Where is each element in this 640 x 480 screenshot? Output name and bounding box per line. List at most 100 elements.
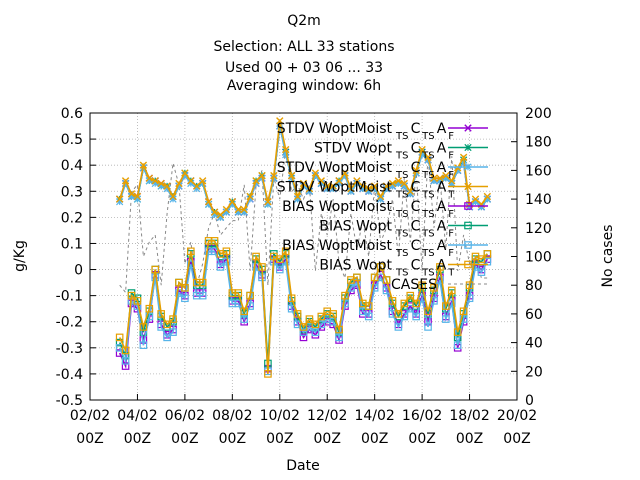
x-tick-label: 00Z bbox=[314, 431, 341, 447]
legend-label-subscript: TS bbox=[421, 268, 434, 279]
x-tick-label: 00Z bbox=[124, 431, 151, 447]
y2-axis-label: No cases bbox=[600, 225, 616, 288]
chart-titles: Q2m Selection: ALL 33 stations Used 00 + 0… bbox=[12, 13, 616, 474]
series-point bbox=[175, 182, 183, 190]
series-point bbox=[341, 299, 349, 308]
x-tick-label: 06/02 bbox=[165, 408, 205, 424]
series-point bbox=[175, 278, 183, 287]
series-point bbox=[424, 307, 432, 316]
series-point bbox=[228, 198, 237, 206]
y-axis-label: g/Kg bbox=[12, 240, 28, 272]
series-point bbox=[442, 315, 450, 323]
series-point bbox=[483, 195, 491, 203]
series-point bbox=[133, 297, 142, 305]
series-4 bbox=[115, 244, 492, 373]
series-point bbox=[210, 211, 219, 219]
chart-title-line: Averaging window: 6h bbox=[227, 78, 381, 94]
series-point bbox=[388, 297, 397, 305]
series-point bbox=[376, 263, 385, 271]
series-point bbox=[376, 192, 385, 201]
x-tick-label: 00Z bbox=[76, 431, 103, 447]
series-point bbox=[311, 169, 320, 177]
series-point bbox=[216, 213, 225, 221]
legend-label-subscript: TS bbox=[421, 229, 434, 240]
series-point bbox=[370, 182, 379, 190]
x-tick-label: 02/02 bbox=[70, 408, 110, 424]
legend-entry: BIAS Wopt TS C TS A T bbox=[319, 258, 488, 279]
series-point bbox=[121, 362, 130, 370]
series-point bbox=[464, 202, 472, 210]
x-tick-label: 00Z bbox=[219, 431, 246, 447]
series-point bbox=[471, 198, 480, 206]
y-tick-label: 0.6 bbox=[61, 106, 83, 122]
series-point bbox=[299, 328, 308, 336]
legend-label-subscript: TS bbox=[395, 268, 408, 279]
series-point bbox=[329, 185, 337, 193]
series-point bbox=[442, 174, 450, 182]
series-point bbox=[175, 289, 183, 297]
legend-entry: BIAS WoptMoist TS C TS A F bbox=[282, 238, 488, 259]
legend-entry: STDV WoptMoist TS C TS A F bbox=[277, 160, 488, 181]
series-point bbox=[287, 171, 296, 180]
series-point bbox=[139, 341, 148, 350]
series-point bbox=[418, 151, 426, 159]
series-point bbox=[293, 310, 302, 318]
series-point bbox=[246, 291, 254, 300]
series-line bbox=[119, 148, 488, 294]
series-point bbox=[175, 179, 183, 188]
x-tick-label: 08/02 bbox=[212, 408, 252, 424]
series-point bbox=[275, 255, 284, 263]
series-point bbox=[157, 179, 165, 188]
series-point bbox=[181, 294, 189, 303]
legend-label-subscript: F bbox=[448, 229, 454, 240]
series-point bbox=[442, 302, 450, 310]
series-point bbox=[400, 182, 408, 190]
series-point bbox=[477, 268, 486, 276]
legend-label-subscript: TS bbox=[395, 151, 408, 162]
legend-label-subscript: A bbox=[437, 141, 447, 157]
x-tick-label: 10/02 bbox=[260, 408, 300, 424]
series-point bbox=[394, 177, 403, 185]
series-point bbox=[281, 247, 290, 256]
series-point bbox=[293, 192, 302, 201]
series-point bbox=[335, 179, 343, 188]
series-point bbox=[459, 315, 468, 323]
series-point bbox=[406, 291, 415, 300]
series-point bbox=[394, 179, 403, 188]
series-point bbox=[204, 198, 213, 206]
series-point bbox=[282, 145, 290, 154]
series-point bbox=[464, 163, 472, 171]
series-point bbox=[157, 182, 165, 190]
series-point bbox=[347, 187, 355, 195]
series-point bbox=[464, 143, 472, 152]
series-point bbox=[370, 284, 379, 292]
y-tick-label: 0.2 bbox=[61, 210, 83, 226]
series-point bbox=[400, 299, 409, 308]
series-point bbox=[406, 190, 414, 198]
series-point bbox=[287, 294, 296, 303]
series-point bbox=[335, 177, 343, 185]
series-point bbox=[371, 185, 379, 193]
y2-tick-label: 0 bbox=[525, 393, 534, 409]
x-tick-label: 20/02 bbox=[497, 408, 537, 424]
series-layer bbox=[115, 117, 492, 378]
y2-tick-label: 160 bbox=[525, 163, 552, 179]
x-tick-label: 00Z bbox=[171, 431, 198, 447]
y2-tick-label: 80 bbox=[525, 278, 543, 294]
chart-title-line: Q2m bbox=[287, 13, 321, 29]
series-point bbox=[412, 166, 420, 175]
legend-label-subscript: TS bbox=[395, 170, 408, 181]
x-tick-label: 00Z bbox=[361, 431, 388, 447]
series-point bbox=[151, 265, 160, 274]
legend-label-subscript: F bbox=[448, 209, 454, 220]
legend-label: STDV WoptMoist bbox=[277, 160, 393, 176]
legend-label-subscript: F bbox=[448, 248, 454, 259]
series-point bbox=[234, 205, 242, 214]
legend-label: BIAS WoptMoist bbox=[282, 199, 392, 215]
series-point bbox=[464, 241, 472, 249]
legend-label-subscript: C bbox=[411, 141, 421, 157]
series-point bbox=[459, 153, 468, 162]
legend-label-subscript: TS bbox=[395, 209, 408, 220]
series-point bbox=[382, 276, 391, 284]
